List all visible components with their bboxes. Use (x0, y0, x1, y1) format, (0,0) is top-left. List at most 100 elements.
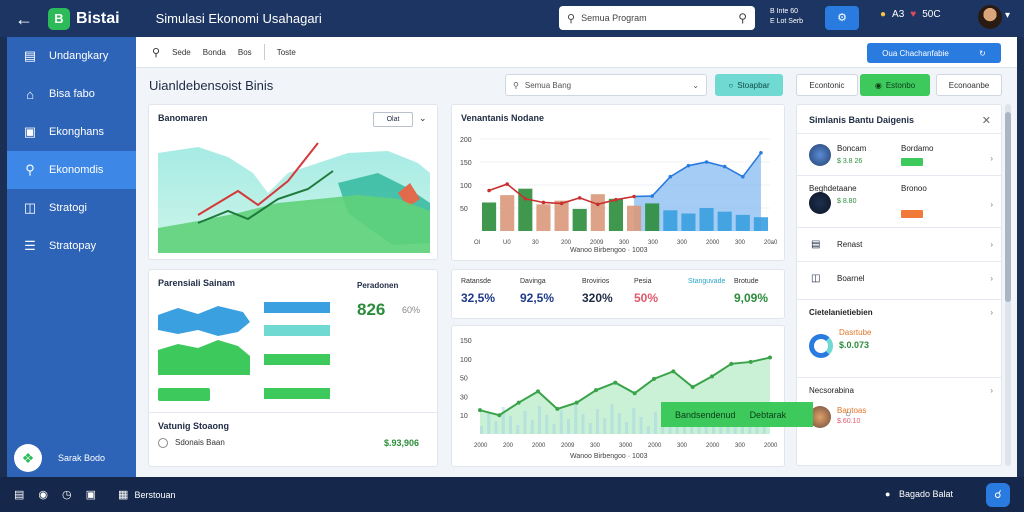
bar (683, 425, 686, 434)
bell-icon[interactable]: ● (880, 9, 887, 20)
bar-chart-footer: Wanoo Birbengoo · 1003 (570, 247, 648, 254)
stat-4: Pesia 50% (634, 278, 658, 305)
x-tick-label: 2000 (532, 443, 546, 449)
econoanbe-label: Econoanbe (948, 80, 990, 90)
bar (590, 194, 605, 231)
data-point (487, 188, 491, 193)
sidebar-item-undangkary[interactable]: ▤ Undangkary (7, 37, 136, 75)
sidebar-item-bisa-fabo[interactable]: ⌂ Bisa fabo (7, 75, 136, 113)
mini-green-tag[interactable] (158, 388, 210, 401)
avatar[interactable] (978, 5, 1002, 29)
chat-button[interactable]: ☌ (986, 483, 1010, 507)
clock-icon[interactable]: ◷ (62, 489, 72, 501)
progress-bar-2 (264, 325, 330, 336)
econ-value-sub: 60% (402, 305, 421, 315)
sidebar-item-ekonomdis[interactable]: ⚲ Ekonomdis (7, 151, 136, 189)
bar (663, 210, 678, 231)
bar (574, 405, 578, 434)
sidebar-footer[interactable]: ❖ Sarak Bodo (14, 444, 105, 472)
data-point (704, 160, 709, 164)
data-point (614, 197, 618, 202)
right-panel-scrollbar[interactable] (1005, 104, 1011, 466)
list-item[interactable]: Boncam $ 3.8 26 Bordamo › (797, 133, 1001, 175)
top-action-button[interactable]: ⚙ (825, 6, 859, 30)
scrollbar-thumb[interactable] (1005, 112, 1011, 302)
map-dropdown[interactable]: Olat (373, 112, 413, 127)
toolbar-action-button[interactable]: Oua Chachanfabie ↻ (867, 43, 1001, 63)
list-item[interactable]: Necsorabina Bantoas $.60.10 › (797, 377, 1001, 437)
check-circle-icon: ○ (728, 80, 734, 90)
toolbar-item-bos[interactable]: Bos (237, 47, 252, 57)
help-icon[interactable]: ❖ (14, 444, 42, 472)
window-icon[interactable]: ▤ (14, 489, 25, 501)
green-action-button[interactable]: Bandsendenud Debtarak (661, 402, 813, 427)
toolbar-item-sede[interactable]: Sede (172, 47, 191, 57)
shield-icon[interactable]: ◉ (38, 489, 49, 501)
more-icon[interactable]: › (990, 274, 993, 283)
data-point (741, 174, 745, 179)
x-tick-label: 2009 (561, 443, 575, 449)
lock-icon[interactable]: ▣ (85, 489, 97, 501)
sidebar-item-stratopay[interactable]: ☰ Stratopay (7, 227, 136, 265)
chevron-down-icon: ⌄ (692, 80, 699, 90)
data-point (516, 400, 521, 405)
bar (559, 410, 563, 434)
bar (480, 426, 483, 434)
list-item[interactable]: ◫ Boarnel › (797, 261, 1001, 299)
x-tick-label: 20a0 (764, 240, 778, 246)
stoapbar-button[interactable]: ○ Stoapbar (715, 74, 783, 96)
data-point (632, 194, 636, 199)
data-point (523, 197, 528, 201)
more-icon[interactable]: › (990, 386, 993, 395)
more-icon[interactable]: › (990, 200, 993, 209)
list-item[interactable]: ▤ Renast › (797, 227, 1001, 261)
progress-bar-4 (264, 388, 330, 399)
data-point (555, 406, 560, 411)
close-icon[interactable]: ✕ (981, 115, 991, 127)
econtonic-button[interactable]: Econtonic (796, 74, 858, 96)
sidebar-item-stratogi[interactable]: ◫ Stratogi (7, 189, 136, 227)
item-thumbnail-icon (809, 406, 831, 428)
toolbar-item-toste[interactable]: Toste (276, 47, 296, 57)
bar (755, 423, 759, 434)
toolbar-item-bonda[interactable]: Bonda (202, 47, 226, 57)
x-tick-label: 200 (503, 443, 514, 449)
list-item-sub: $ 8.80 (837, 198, 857, 205)
user-count: A3 (892, 9, 905, 20)
estonbo-button[interactable]: ◉ Estonbo (860, 74, 930, 96)
list-item[interactable]: Cietelanietiebien Dasrtube $.0.073 › (797, 299, 1001, 377)
status-right[interactable]: ● Bagado Balat (885, 489, 953, 499)
top-search-input[interactable]: ⚲ Semua Program ⚲ (559, 6, 755, 30)
heart-icon[interactable]: ♥ (910, 9, 917, 20)
bar-chart-card: Venantanis Nodane 200 150 100 50 Ol U0 30 200 20… (451, 104, 785, 261)
bar (625, 422, 628, 434)
y-tick-label: 50 (460, 206, 468, 213)
stat-6-label: Brotude (734, 278, 759, 285)
radio-icon[interactable]: ○ (845, 409, 852, 420)
y-tick-label: 100 (460, 357, 472, 364)
chevron-down-icon[interactable]: ▾ (1005, 10, 1011, 21)
progress-bar-1 (264, 302, 330, 313)
econoanbe-button[interactable]: Econoanbe (936, 74, 1002, 96)
more-icon[interactable]: › (990, 308, 993, 317)
data-point (729, 361, 734, 366)
grid-icon[interactable]: ▦ (118, 489, 129, 501)
sidebar-item-label: Stratopay (49, 240, 97, 252)
bar (610, 404, 614, 434)
search-icon[interactable]: ⚲ (152, 46, 161, 59)
mini-world-map (158, 306, 250, 375)
search-submit-icon[interactable]: ⚲ (738, 11, 747, 25)
econ-section-title: Vatunig Stoaong (158, 421, 229, 431)
chevron-down-icon[interactable]: ⌄ (419, 113, 427, 123)
sidebar-item-ekonghans[interactable]: ▣ Ekonghans (7, 113, 136, 151)
line-chart-footer: Wanoo Birbengoo · 1003 (570, 453, 648, 460)
more-icon[interactable]: › (990, 240, 993, 249)
bar (530, 420, 534, 434)
bar (596, 409, 599, 434)
back-arrow-icon[interactable]: ← (15, 8, 33, 29)
data-point (541, 200, 546, 205)
filter-select[interactable]: ⚲ Semua Bang ⌄ (505, 74, 707, 96)
more-icon[interactable]: › (990, 154, 993, 163)
radio-icon[interactable] (158, 438, 168, 448)
list-item[interactable]: Beghdetaane $ 8.80 Bronoo › (797, 175, 1001, 227)
